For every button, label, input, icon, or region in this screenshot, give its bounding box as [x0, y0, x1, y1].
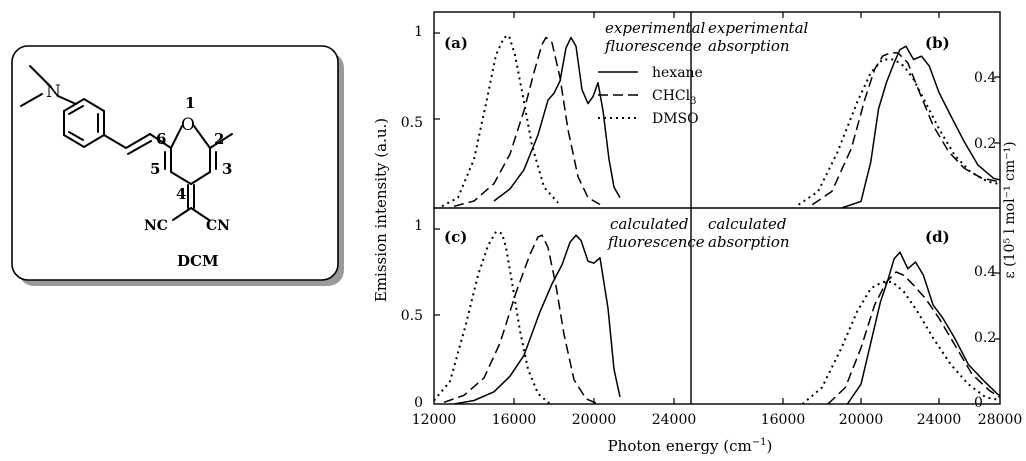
legend-label-hexane: hexane	[652, 65, 703, 81]
y-tick-label-bottom-0: 0	[414, 395, 423, 411]
ring-position-3: 3	[222, 160, 232, 178]
legend-label-dmso: DMSO	[652, 111, 699, 127]
series-line-b-hexane	[841, 45, 1000, 208]
ring-position-5: 5	[150, 160, 160, 178]
legend-label-chcl3: CHCl3	[652, 88, 697, 107]
panel-b-tag: (b)	[925, 34, 950, 52]
y-axis-title-left: Emission intensity (a.u.)	[372, 118, 390, 302]
x2-tick-label-28000: 28000	[978, 412, 1023, 428]
atom-cn: CN	[206, 218, 230, 234]
series-line-c-dmso	[434, 230, 551, 404]
ring-position-4: 4	[176, 185, 186, 203]
axis-ticks	[434, 12, 1000, 404]
series-line-b-dmso	[798, 58, 1000, 206]
x2-tick-label-24000: 24000	[917, 412, 962, 428]
panel-d-title-line1: calculated	[708, 215, 786, 233]
series-line-d-hexane	[846, 251, 1000, 404]
molecule-bonds	[20, 65, 233, 221]
panel-b-title-line2: absorption	[708, 37, 790, 55]
panel-a-tag: (a)	[444, 34, 468, 52]
y2-tick-label-bottom-0: 0	[974, 395, 983, 411]
x-tick-label-16000: 16000	[492, 412, 537, 428]
x2-tick-label-20000: 20000	[839, 412, 884, 428]
ring-position-1: 1	[185, 94, 195, 112]
molecule-structure-box: N O NC CN 1 2 3 4 5 6 DCM	[10, 44, 348, 290]
x-tick-label-24000: 24000	[652, 412, 697, 428]
series-line-d-dmso	[801, 280, 1000, 404]
y2-tick-label-top-02: 0.2	[974, 136, 996, 152]
series-line-b-chcl3	[811, 52, 1000, 206]
series-curves	[434, 34, 1000, 404]
y-tick-label-top-1: 1	[414, 24, 423, 40]
y2-tick-label-bottom-04: 0.4	[974, 264, 996, 280]
ring-position-6: 6	[156, 130, 166, 148]
x2-tick-label-16000: 16000	[761, 412, 806, 428]
spectra-figure: 1 0.5 1 0.5 0 0.4 0.2 0.4 0.2 0 12000 16…	[360, 0, 1026, 457]
spectra-chart: 1 0.5 1 0.5 0 0.4 0.2 0.4 0.2 0 12000 16…	[372, 11, 1023, 455]
y-tick-label-bottom-1: 1	[414, 218, 423, 234]
panel-a-title-line2: fluorescence	[604, 37, 702, 55]
atom-o: O	[181, 115, 195, 135]
series-line-d-chcl3	[827, 271, 1000, 404]
series-line-a-dmso	[441, 34, 559, 208]
panel-b-title-line1: experimental	[708, 19, 809, 37]
x-tick-label-20000: 20000	[572, 412, 617, 428]
series-line-c-chcl3	[443, 234, 599, 404]
panel-c-title-line2: fluorescence	[607, 233, 705, 251]
y-axis-title-right: ε (10⁵ l mol⁻¹ cm⁻¹)	[1002, 141, 1018, 278]
series-line-c-hexane	[453, 234, 621, 404]
y-tick-label-bottom-05: 0.5	[401, 308, 423, 324]
atom-nc: NC	[144, 218, 168, 234]
ring-position-2: 2	[214, 130, 224, 148]
y2-tick-label-top-04: 0.4	[974, 70, 996, 86]
molecule-name: DCM	[177, 252, 219, 270]
panel-d-tag: (d)	[925, 228, 950, 246]
y2-tick-label-bottom-02: 0.2	[974, 330, 996, 346]
x-axis-title: Photon energy (cm−1)	[608, 437, 773, 455]
panel-d-title-line2: absorption	[708, 233, 790, 251]
panel-a-title-line1: experimental	[605, 19, 706, 37]
box-frame	[11, 45, 339, 281]
series-line-a-chcl3	[453, 36, 601, 208]
y-tick-label-top-05: 0.5	[401, 115, 423, 131]
legend: hexane CHCl3 DMSO	[598, 65, 703, 127]
x-tick-label-12000: 12000	[412, 412, 457, 428]
panel-frames	[433, 11, 1001, 405]
dcm-structure-diagram: N O NC CN 1 2 3 4 5 6 DCM	[11, 45, 344, 286]
molecule-atom-labels: N O NC CN 1 2 3 4 5 6 DCM	[46, 82, 232, 270]
panel-c-tag: (c)	[444, 228, 467, 246]
panel-c-title-line1: calculated	[610, 215, 688, 233]
atom-n: N	[46, 82, 61, 102]
